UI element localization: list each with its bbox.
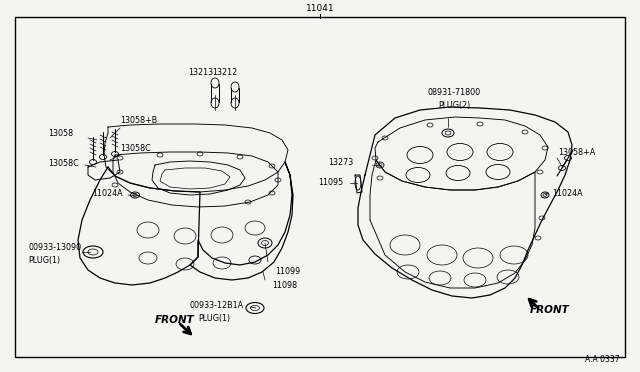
Text: 13058+A: 13058+A [558,148,595,157]
Text: 11095: 11095 [318,177,343,186]
Text: 13212: 13212 [212,67,237,77]
Text: 13058+B: 13058+B [120,115,157,125]
Text: FRONT: FRONT [530,305,570,315]
Text: 13213: 13213 [188,67,213,77]
Text: 11098: 11098 [272,280,297,289]
Text: 00933-12B1A: 00933-12B1A [190,301,244,310]
Text: 11041: 11041 [306,3,334,13]
Text: 13273: 13273 [328,157,353,167]
Text: 11024A: 11024A [92,189,123,198]
Text: A.A 0337: A.A 0337 [586,356,620,365]
Text: 11099: 11099 [275,267,300,276]
Text: 11024A: 11024A [552,189,582,198]
Text: PLUG(1): PLUG(1) [28,257,60,266]
Text: PLUG(1): PLUG(1) [198,314,230,323]
Text: FRONT: FRONT [155,315,195,325]
Text: 13058: 13058 [48,128,73,138]
Text: 13058C: 13058C [48,158,79,167]
Text: 00933-13090: 00933-13090 [28,244,81,253]
Text: 08931-71800: 08931-71800 [428,87,481,96]
Text: 13058C: 13058C [120,144,151,153]
Text: PLUG(2): PLUG(2) [438,100,470,109]
